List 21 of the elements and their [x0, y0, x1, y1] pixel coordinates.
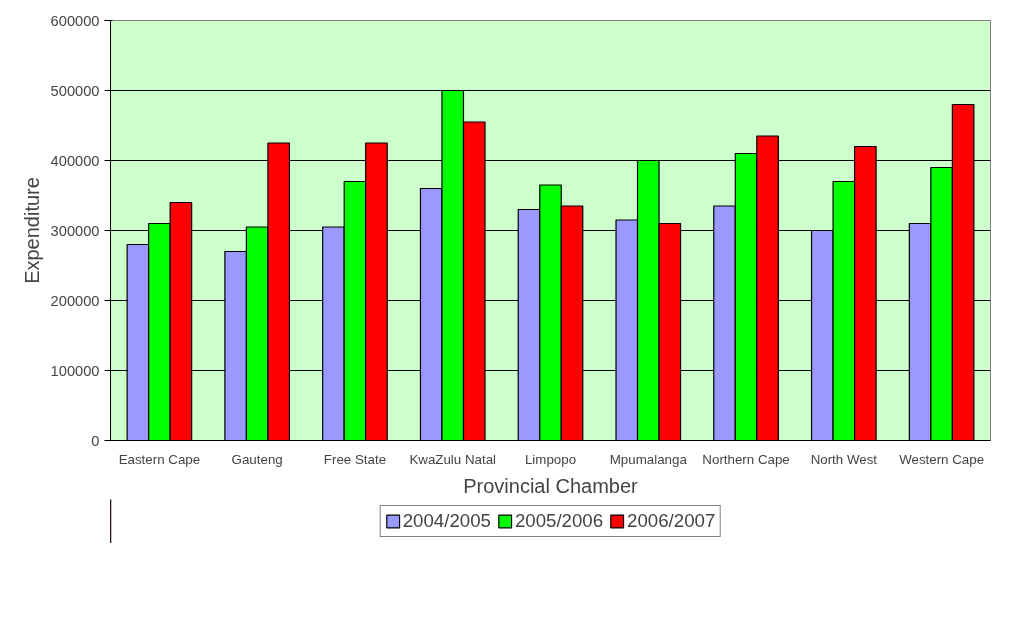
- y-tick-label: 200000: [50, 292, 100, 309]
- y-tick-label: 100000: [50, 362, 100, 379]
- legend-label: 2004/2005: [402, 510, 491, 532]
- x-tick-label: Eastern Cape: [118, 451, 201, 467]
- legend-label: 2006/2007: [627, 510, 716, 532]
- legend-label: 2005/2006: [514, 510, 604, 532]
- y-tick-label: 300000: [50, 222, 100, 239]
- x-tick-label: Gauteng: [231, 451, 283, 467]
- x-tick-label: KwaZulu Natal: [409, 451, 497, 467]
- x-tick-label: Free State: [323, 451, 387, 467]
- y-axis-title: Expenditure: [20, 177, 43, 284]
- x-tick-label: Northern Cape: [702, 451, 790, 467]
- x-axis-title: Provincial Chamber: [463, 474, 639, 497]
- y-tick-label: 500000: [50, 82, 100, 99]
- y-tick-label: 400000: [50, 152, 100, 169]
- y-tick-label: 0: [91, 432, 100, 449]
- x-tick-label: Limpopo: [524, 451, 577, 467]
- y-tick-label: 600000: [50, 12, 100, 29]
- x-tick-label: Mpumalanga: [609, 451, 688, 467]
- x-tick-label: North West: [810, 451, 878, 467]
- x-tick-label: Western Cape: [899, 451, 985, 467]
